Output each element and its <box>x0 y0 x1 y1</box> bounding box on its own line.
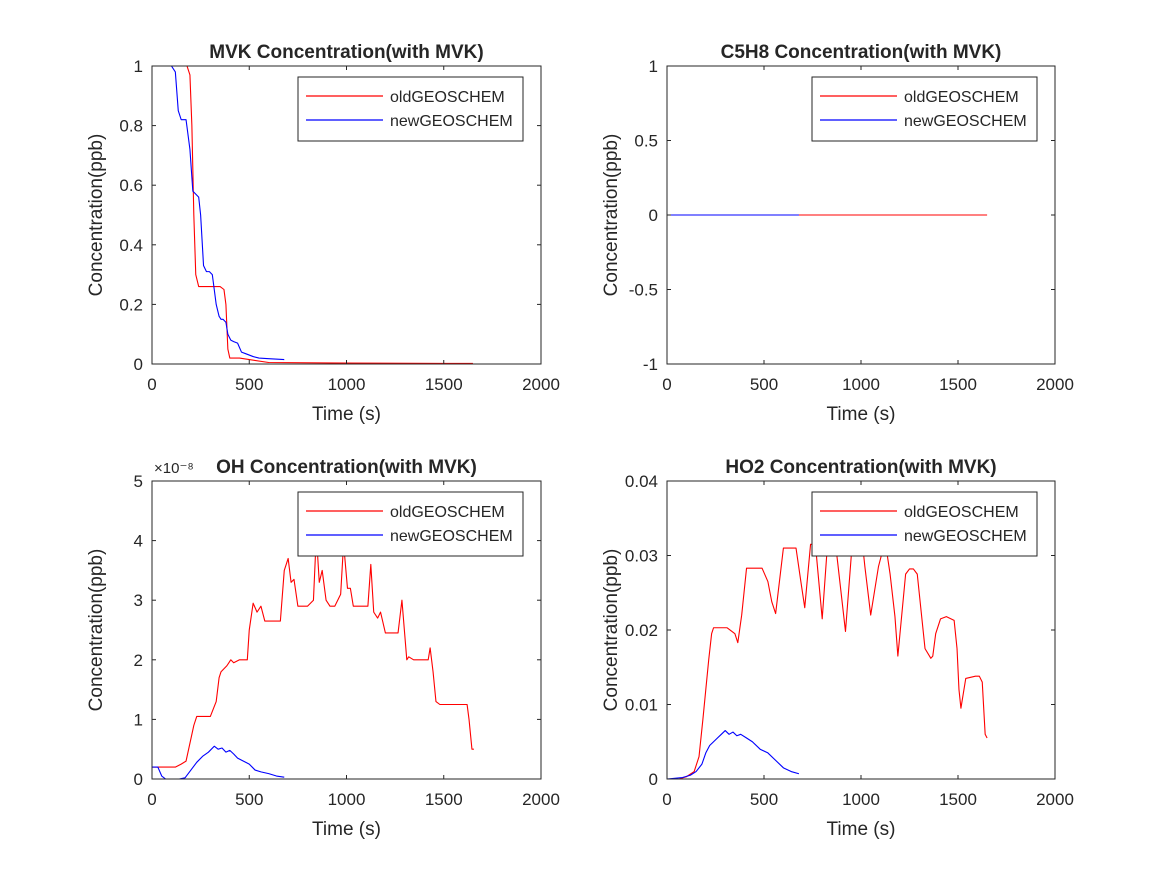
chart-title: HO2 Concentration(with MVK) <box>725 457 996 478</box>
x-tick-label: 500 <box>235 375 263 394</box>
subplot-oh: 0 500 1000 1500 2000 0 1 2 3 4 5 ×10⁻⁸ OH Concentrat… <box>86 457 560 840</box>
y-axis-label: Concentration(ppb) <box>601 134 622 297</box>
y-tick-label: 0 <box>649 206 658 225</box>
y-tick-label: 1 <box>649 57 658 76</box>
x-tick-label: 2000 <box>1036 375 1074 394</box>
series-line-oldGEOSCHEM <box>152 534 474 768</box>
x-tick-label: 1000 <box>328 375 366 394</box>
series-line-newGEOSCHEM <box>152 745 285 779</box>
x-axis-label: Time (s) <box>312 404 381 425</box>
series-line-oldGEOSCHEM <box>667 528 988 779</box>
legend-entry-oldGEOSCHEM: oldGEOSCHEM <box>390 504 505 521</box>
legend-entry-oldGEOSCHEM: oldGEOSCHEM <box>904 504 1019 521</box>
y-tick-label: 0.04 <box>625 472 658 491</box>
chart-title: C5H8 Concentration(with MVK) <box>721 42 1002 63</box>
x-tick-label: 1500 <box>425 790 463 809</box>
x-tick-label: 1000 <box>842 375 880 394</box>
subplot-ho2: 0 500 1000 1500 2000 0 0.01 0.02 0.03 0.04 HO2 Con… <box>601 457 1074 840</box>
y-tick-label: 0 <box>134 355 143 374</box>
y-tick-label: 2 <box>134 651 143 670</box>
x-tick-label: 0 <box>662 790 671 809</box>
y-tick-label: 0.5 <box>634 132 658 151</box>
y-axis-label: Concentration(ppb) <box>86 549 107 712</box>
series-line-newGEOSCHEM <box>152 66 285 361</box>
y-tick-label: 4 <box>134 532 143 551</box>
x-tick-label: 2000 <box>1036 790 1074 809</box>
legend-box <box>297 491 524 557</box>
x-tick-label: 1500 <box>939 790 977 809</box>
x-tick-label: 500 <box>750 790 778 809</box>
plot-lines <box>667 528 988 779</box>
y-tick-label: 0.2 <box>119 295 143 314</box>
legend-entry-newGEOSCHEM: newGEOSCHEM <box>904 528 1027 545</box>
legend: oldGEOSCHEM newGEOSCHEM <box>297 491 524 557</box>
chart-title: MVK Concentration(with MVK) <box>209 42 483 63</box>
y-tick-label: 1 <box>134 710 143 729</box>
legend: oldGEOSCHEM newGEOSCHEM <box>811 491 1038 557</box>
x-tick-label: 2000 <box>522 375 560 394</box>
chart-title: OH Concentration(with MVK) <box>216 457 477 478</box>
y-tick-label: -0.5 <box>629 281 658 300</box>
series-line-oldGEOSCHEM <box>152 66 473 364</box>
y-tick-label: -1 <box>643 355 658 374</box>
plot-lines <box>152 66 473 364</box>
x-tick-label: 0 <box>147 375 156 394</box>
legend: oldGEOSCHEM newGEOSCHEM <box>297 76 524 142</box>
y-exponent-label: ×10⁻⁸ <box>154 460 194 477</box>
y-tick-label: 0.8 <box>119 117 143 136</box>
subplot-mvk: 0 500 1000 1500 2000 0 0.2 0.4 0.6 0.8 1 MVK Concen… <box>86 42 560 425</box>
x-axis-label: Time (s) <box>827 404 896 425</box>
subplot-c5h8: 0 500 1000 1500 2000 -1 -0.5 0 0.5 1 C5H8 Concentr… <box>601 42 1074 425</box>
y-axis-label: Concentration(ppb) <box>86 134 107 297</box>
x-tick-label: 1500 <box>425 375 463 394</box>
x-axis-label: Time (s) <box>827 819 896 840</box>
y-tick-label: 0.4 <box>119 236 143 255</box>
x-axis-label: Time (s) <box>312 819 381 840</box>
y-tick-label: 1 <box>134 57 143 76</box>
y-tick-label: 0.01 <box>625 696 658 715</box>
x-tick-label: 1000 <box>842 790 880 809</box>
y-tick-label: 0.6 <box>119 176 143 195</box>
x-tick-label: 500 <box>235 790 263 809</box>
legend-entry-oldGEOSCHEM: oldGEOSCHEM <box>390 89 505 106</box>
x-tick-label: 500 <box>750 375 778 394</box>
x-tick-label: 2000 <box>522 790 560 809</box>
legend-entry-newGEOSCHEM: newGEOSCHEM <box>390 528 513 545</box>
y-tick-label: 0.02 <box>625 621 658 640</box>
legend-box <box>811 491 1038 557</box>
legend: oldGEOSCHEM newGEOSCHEM <box>811 76 1038 142</box>
y-tick-label: 3 <box>134 591 143 610</box>
y-axis-label: Concentration(ppb) <box>601 549 622 712</box>
legend-entry-newGEOSCHEM: newGEOSCHEM <box>904 113 1027 130</box>
series-line-newGEOSCHEM <box>667 730 800 779</box>
x-tick-label: 1000 <box>328 790 366 809</box>
legend-entry-oldGEOSCHEM: oldGEOSCHEM <box>904 89 1019 106</box>
x-tick-label: 1500 <box>939 375 977 394</box>
legend-box <box>297 76 524 142</box>
legend-box <box>811 76 1038 142</box>
x-tick-label: 0 <box>662 375 671 394</box>
y-tick-label: 0 <box>134 770 143 789</box>
legend-entry-newGEOSCHEM: newGEOSCHEM <box>390 113 513 130</box>
plot-lines <box>152 534 474 779</box>
y-tick-label: 0.03 <box>625 547 658 566</box>
y-tick-label: 5 <box>134 472 143 491</box>
x-tick-label: 0 <box>147 790 156 809</box>
y-tick-label: 0 <box>649 770 658 789</box>
